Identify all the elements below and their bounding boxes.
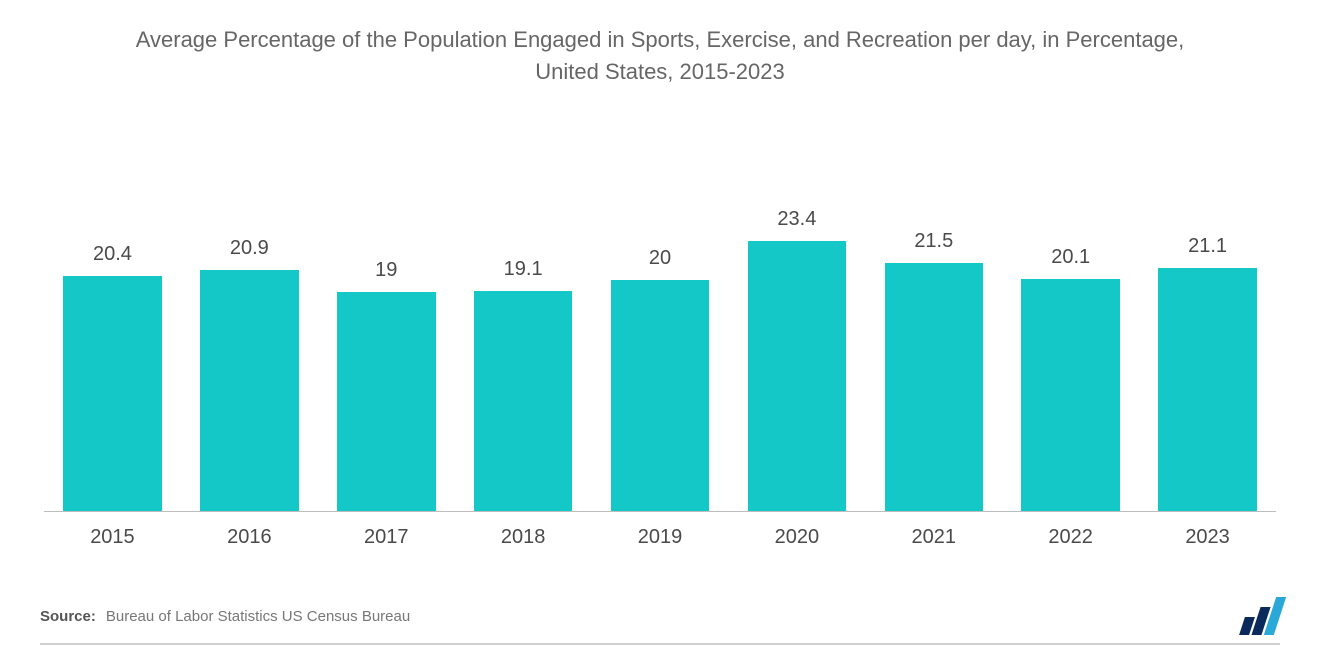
- bar-slot: 23.4: [728, 188, 865, 511]
- x-axis-label: 2016: [181, 526, 318, 549]
- source-label: Source:: [40, 608, 96, 625]
- bar-value-label: 21.5: [914, 230, 953, 253]
- bar: [748, 241, 847, 511]
- bar: [474, 291, 573, 511]
- x-axis-label: 2015: [44, 526, 181, 549]
- bar-value-label: 23.4: [777, 208, 816, 231]
- x-axis-label: 2020: [728, 526, 865, 549]
- bar: [885, 263, 984, 511]
- bar-value-label: 21.1: [1188, 235, 1227, 258]
- brand-logo-icon: [1242, 597, 1280, 635]
- bar: [63, 276, 162, 511]
- bar-value-label: 20: [649, 247, 671, 270]
- bar-slot: 19: [318, 188, 455, 511]
- bar: [337, 292, 436, 511]
- bars-row: 20.4 20.9 19 19.1 20 23.4 21.5 20.1 21.1: [44, 128, 1276, 511]
- bar-value-label: 20.1: [1051, 246, 1090, 269]
- chart-container: Average Percentage of the Population Eng…: [0, 0, 1320, 665]
- chart-title: Average Percentage of the Population Eng…: [130, 24, 1190, 88]
- bar-slot: 20: [592, 188, 729, 511]
- bar-slot: 19.1: [455, 188, 592, 511]
- x-axis-label: 2017: [318, 526, 455, 549]
- x-axis-label: 2019: [592, 526, 729, 549]
- x-axis-label: 2021: [865, 526, 1002, 549]
- bar-value-label: 20.9: [230, 237, 269, 260]
- x-axis-label: 2022: [1002, 526, 1139, 549]
- x-axis-labels-row: 201520162017201820192020202120222023: [44, 526, 1276, 549]
- bar-slot: 21.1: [1139, 188, 1276, 511]
- bar-slot: 20.9: [181, 188, 318, 511]
- bar: [1158, 268, 1257, 511]
- x-axis-label: 2018: [455, 526, 592, 549]
- bar: [611, 280, 710, 511]
- bar: [200, 270, 299, 511]
- x-axis-label: 2023: [1139, 526, 1276, 549]
- bar-slot: 20.1: [1002, 188, 1139, 511]
- bar-value-label: 19.1: [504, 258, 543, 281]
- bar-value-label: 20.4: [93, 243, 132, 266]
- source-text: Bureau of Labor Statistics US Census Bur…: [106, 608, 410, 625]
- bar-slot: 21.5: [865, 188, 1002, 511]
- chart-footer: Source: Bureau of Labor Statistics US Ce…: [40, 597, 1280, 645]
- plot-area: 20.420.91919.12023.421.520.121.1 2015201…: [40, 128, 1280, 549]
- bar-slot: 20.4: [44, 188, 181, 511]
- bar-value-label: 19: [375, 259, 397, 282]
- source-citation: Source: Bureau of Labor Statistics US Ce…: [40, 608, 410, 625]
- x-axis-baseline: [44, 511, 1276, 512]
- bar: [1021, 279, 1120, 511]
